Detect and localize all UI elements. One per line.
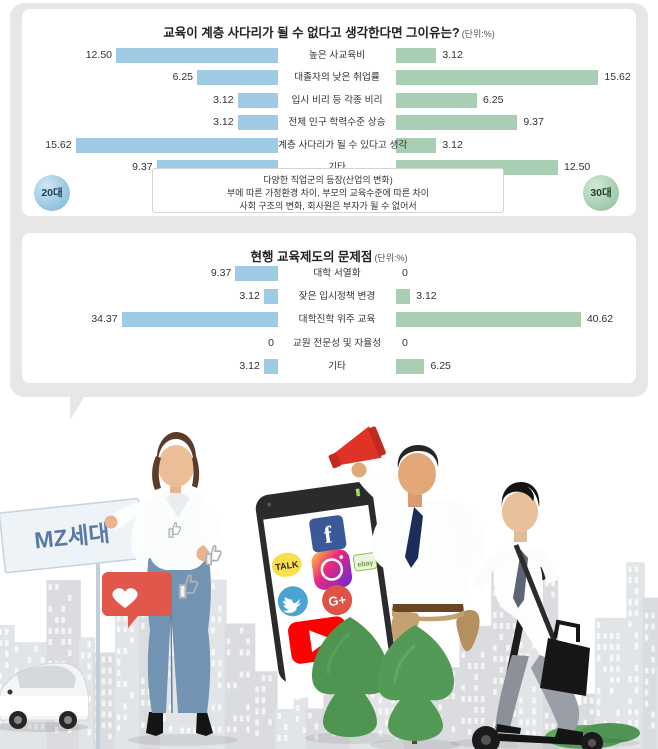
svg-text:G+: G+ xyxy=(327,592,347,609)
